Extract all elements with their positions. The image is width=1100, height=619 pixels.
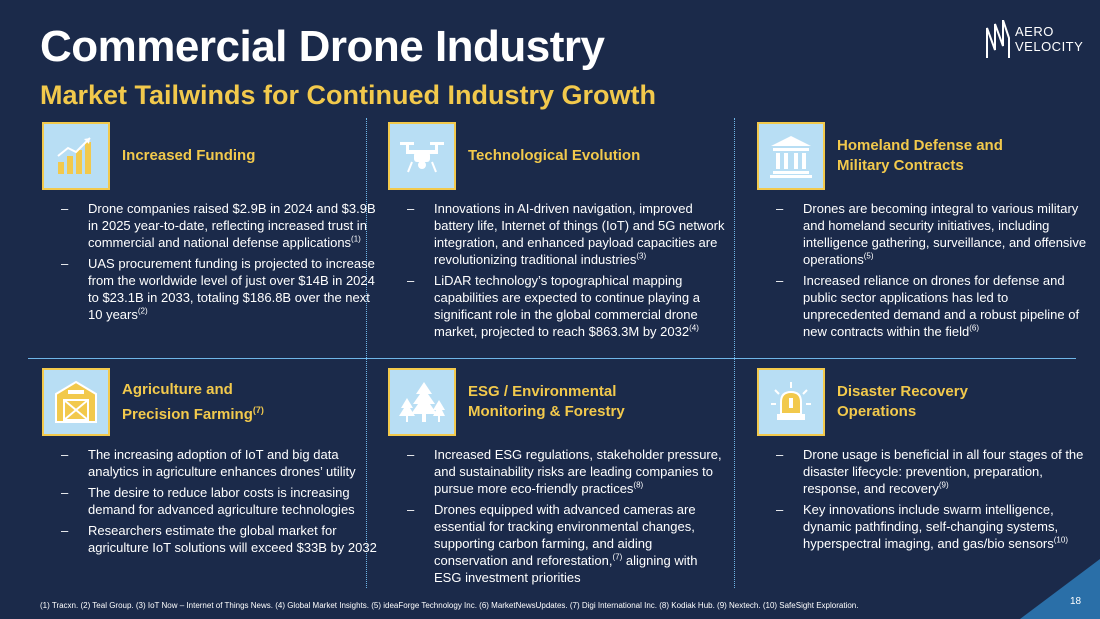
footnote-sources: (1) Tracxn. (2) Teal Group. (3) IoT Now … [40, 601, 859, 610]
logo-mark-icon [986, 20, 1010, 58]
emergency-light-icon [757, 368, 825, 436]
bullet-item: – Drones equipped with advanced cameras a… [407, 502, 698, 585]
bullet-item: – The desire to reduce labor costs is inc… [61, 485, 355, 517]
bullet-item: – Increased reliance on drones for defens… [776, 273, 1080, 339]
page-number: 18 [1070, 596, 1082, 607]
section-title: Agriculture and Precision Farming(7) [122, 380, 264, 423]
section-title: Disaster Recovery Operations [837, 383, 968, 420]
bullet-list: – Drones are becoming integral to various… [757, 200, 1097, 344]
bullet-item: – The increasing adoption of IoT and big … [61, 447, 356, 479]
bullet-item: – Increased ESG regulations, stakeholder … [407, 447, 722, 496]
bar-chart-icon [42, 122, 110, 190]
bullet-item: – UAS procurement funding is projected to… [61, 256, 375, 322]
section-title: Increased Funding [122, 147, 256, 164]
bullet-list: – Drone companies raised $2.9B in 2024 an… [42, 200, 382, 327]
bullet-item: – Drone usage is beneficial in all four s… [776, 447, 1084, 496]
forest-icon [388, 368, 456, 436]
bullet-item: – Researchers estimate the global market … [61, 523, 377, 555]
column-divider-2 [734, 118, 735, 588]
corner-accent-shape [1020, 559, 1100, 619]
bullet-list: – Drone usage is beneficial in all four s… [757, 446, 1097, 556]
bullet-list: – Increased ESG regulations, stakeholder … [388, 446, 728, 590]
page-subtitle: Market Tailwinds for Continued Industry … [40, 80, 657, 110]
column-divider-1 [366, 118, 367, 588]
section-title: ESG / Environmental Monitoring & Forestr… [468, 383, 625, 420]
row-divider [28, 358, 1076, 359]
aero-velocity-logo: AERO VELOCITY [985, 18, 1085, 62]
bullet-item: – Key innovations include swarm intellige… [776, 502, 1068, 551]
bullet-list: – Innovations in AI-driven navigation, im… [388, 200, 728, 344]
bullet-item: – Innovations in AI-driven navigation, im… [407, 201, 725, 267]
logo-line-1: AERO [1015, 24, 1054, 39]
page-title: Commercial Drone Industry [40, 22, 605, 71]
section-title: Homeland Defense and Military Contracts [837, 137, 1003, 174]
bullet-list: – The increasing adoption of IoT and big … [42, 446, 382, 560]
bullet-item: – LiDAR technology’s topographical mappin… [407, 273, 700, 339]
government-building-icon [757, 122, 825, 190]
bullet-item: – Drone companies raised $2.9B in 2024 an… [61, 201, 376, 250]
section-title: Technological Evolution [468, 147, 641, 164]
logo-line-2: VELOCITY [1015, 39, 1084, 54]
bullet-item: – Drones are becoming integral to various… [776, 201, 1087, 267]
drone-icon [388, 122, 456, 190]
barn-icon [42, 368, 110, 436]
